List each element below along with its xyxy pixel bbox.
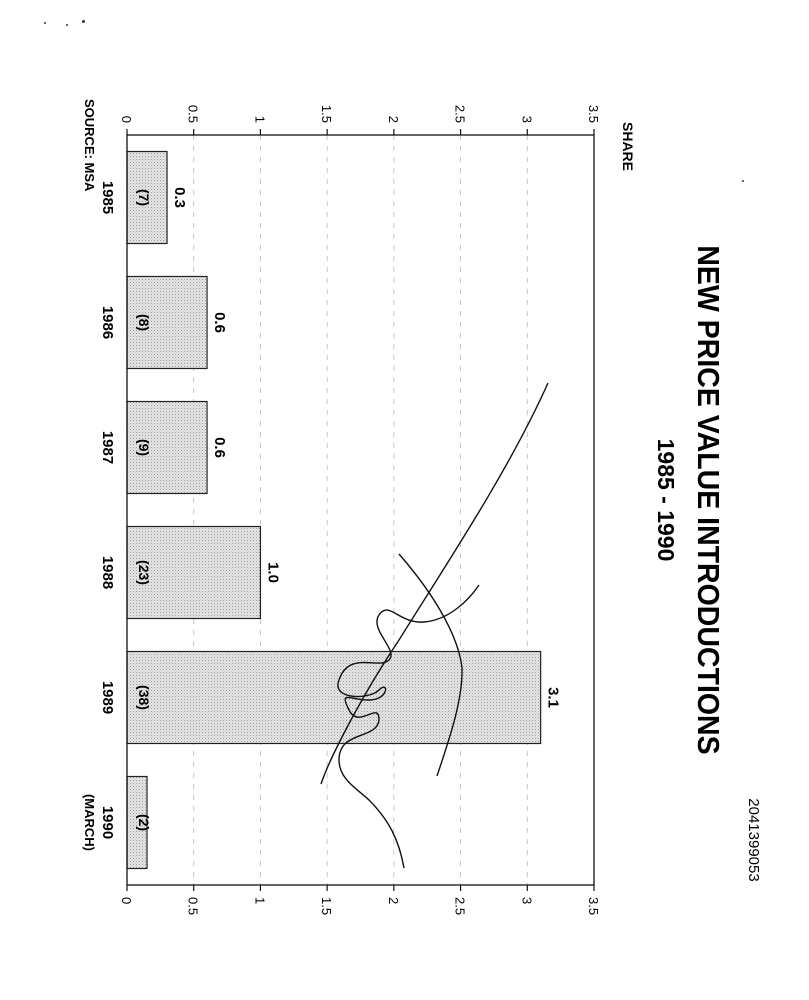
x-tick-sublabel: (MARCH) — [82, 794, 97, 851]
source-note: SOURCE: MSA — [82, 99, 97, 192]
scan-speck — [82, 20, 85, 23]
bars-layer — [126, 150, 542, 870]
scan-speck — [66, 24, 68, 26]
scan-speck — [742, 180, 744, 182]
y-tick-label-right: 0 — [119, 897, 134, 904]
plot-frame — [126, 134, 595, 886]
y-tick-label-left: 0 — [119, 116, 134, 123]
y-tick-label-left: 3.5 — [586, 105, 601, 123]
y-tick-label-right: 3 — [519, 897, 534, 904]
grid-lines — [193, 135, 528, 885]
y-axis-title: SHARE — [620, 122, 636, 171]
x-tick-label: 1990 — [99, 806, 116, 839]
y-tick-label-right: 2 — [386, 897, 401, 904]
bar-value-label: 0.3 — [171, 187, 188, 208]
y-tick-label-left: 3 — [519, 116, 534, 123]
x-tick-label: 1985 — [99, 181, 116, 214]
bar-value-label: 1.0 — [264, 562, 281, 583]
y-tick-label-left: 2.5 — [453, 105, 468, 123]
y-axis-left: 0 0.5 1 1.5 2 2.5 3 3.5 — [119, 105, 601, 135]
y-tick-label-right: 0.5 — [186, 897, 201, 915]
x-tick-label: 1986 — [99, 306, 116, 339]
y-tick-label-right: 1.5 — [319, 897, 334, 915]
bar-count-label: (7) — [136, 189, 152, 206]
x-tick-label: 1987 — [99, 431, 116, 464]
y-axis-right: 0 0.5 1 1.5 2 2.5 3 3.5 — [119, 885, 601, 915]
bar-count-label: (8) — [136, 314, 152, 331]
document-id: 2041399053 — [745, 798, 762, 881]
y-tick-label-left: 1.5 — [319, 105, 334, 123]
chart-title: NEW PRICE VALUE INTRODUCTIONS — [691, 245, 725, 754]
labels-layer: 0.3 (7) 1985 0.6 (8) 1986 0.6 (9) 1987 1.0 (23) 198… — [82, 181, 562, 851]
x-tick-label: 1989 — [99, 681, 116, 714]
bar-value-label: 3.1 — [545, 687, 562, 708]
x-tick-label: 1988 — [99, 556, 116, 589]
bar-value-label: 0.6 — [211, 312, 228, 333]
bar-value-label: 0.6 — [211, 437, 228, 458]
bar-count-label: (23) — [136, 560, 152, 585]
bar-count-label: (38) — [136, 685, 152, 710]
bar-count-label: (2) — [136, 814, 152, 831]
y-tick-label-right: 2.5 — [453, 897, 468, 915]
scan-speck — [44, 22, 46, 24]
y-tick-label-right: 3.5 — [586, 897, 601, 915]
y-tick-label-left: 1 — [252, 116, 267, 123]
y-tick-label-right: 1 — [252, 897, 267, 904]
chart-subtitle: 1985 - 1990 — [653, 439, 679, 562]
handwritten-signature — [320, 382, 549, 869]
bar-count-label: (9) — [136, 439, 152, 456]
bar — [126, 650, 542, 745]
y-tick-label-left: 2 — [386, 116, 401, 123]
y-tick-label-left: 0.5 — [186, 105, 201, 123]
